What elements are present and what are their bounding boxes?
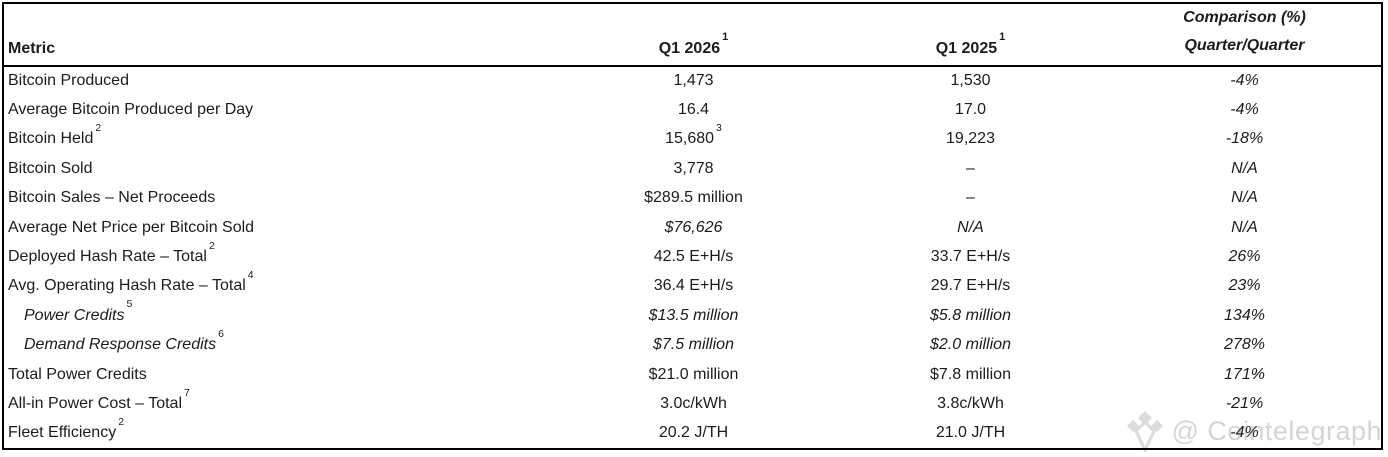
q1-2025-cell: 29.7 E+H/s (930, 277, 1011, 295)
table-header-row: Metric Q1 20261 Q1 20251 Comparison (%) … (4, 4, 1381, 67)
q1-2026-cell: $76,626 (664, 218, 723, 236)
comparison-cell: -4% (1230, 424, 1259, 442)
metric-cell: Avg. Operating Hash Rate – Total4 (8, 269, 254, 295)
q1-2026-cell: $21.0 million (648, 365, 739, 383)
header-comparison-line2: Quarter/Quarter (1184, 37, 1305, 54)
q1-2026-cell: 3,778 (673, 159, 714, 177)
header-comparison: Comparison (%) Quarter/Quarter (1108, 4, 1381, 67)
footnote-marker: 2 (118, 416, 125, 429)
comparison-cell: N/A (1231, 218, 1258, 236)
metric-cell: Fleet Efficiency2 (8, 416, 125, 442)
q1-2026-cell: 36.4 E+H/s (653, 277, 734, 295)
comparison-cell: 23% (1228, 277, 1261, 295)
metric-cell: Deployed Hash Rate – Total2 (8, 239, 215, 266)
table-row: Total Power Credits $21.0 million $7.8 m… (4, 360, 1381, 389)
q1-2026-cell: 3.0c/kWh (660, 394, 727, 412)
table-row: Bitcoin Sold 3,778 – N/A (4, 154, 1381, 183)
q1-2025-cell: 33.7 E+H/s (930, 248, 1011, 266)
table-row: Bitcoin Produced 1,473 1,530 -4% (4, 66, 1381, 95)
q1-2026-cell: 20.2 J/TH (658, 424, 729, 442)
comparison-cell: N/A (1231, 189, 1258, 207)
metric-cell: Total Power Credits (8, 365, 147, 383)
q1-2025-cell: 21.0 J/TH (935, 424, 1006, 442)
q1-2025-cell: N/A (957, 218, 984, 236)
q1-2026-cell: 42.5 E+H/s (653, 248, 734, 266)
header-comparison-line1: Comparison (%) (1183, 9, 1306, 26)
footnote-marker: 2 (95, 122, 102, 135)
comparison-cell: -21% (1225, 394, 1264, 412)
cointelegraph-logo-icon (1127, 411, 1164, 452)
header-q1-2025: Q1 20251 (833, 4, 1108, 67)
table-row: Avg. Operating Hash Rate – Total4 36.4 E… (4, 269, 1381, 301)
q1-2025-cell: 19,223 (946, 130, 995, 148)
q1-2026-cell: $7.5 million (653, 336, 734, 354)
metrics-table: Metric Q1 20261 Q1 20251 Comparison (%) … (2, 2, 1383, 450)
q1-2025-cell: $7.8 million (930, 365, 1011, 383)
q1-2025-cell: 1,530 (950, 72, 991, 90)
comparison-cell: -4% (1230, 101, 1259, 119)
table-row: Deployed Hash Rate – Total2 42.5 E+H/s 3… (4, 239, 1381, 271)
q1-2025-cell: – (966, 159, 975, 177)
table-row: Power Credits5 $13.5 million $5.8 millio… (4, 298, 1381, 330)
q1-2026-cell: $289.5 million (644, 189, 743, 207)
footnote-marker: 3 (716, 122, 722, 135)
footnote-marker: 1 (999, 30, 1006, 43)
metric-cell: All-in Power Cost – Total7 (8, 386, 190, 412)
metric-cell: Bitcoin Held2 (8, 122, 102, 148)
q1-2025-cell: – (966, 189, 975, 207)
metric-cell: Demand Response Credits6 (24, 327, 224, 354)
footnote-marker: 7 (184, 386, 190, 399)
comparison-cell: 278% (1224, 336, 1265, 354)
table-row: All-in Power Cost – Total7 3.0c/kWh 3.8c… (4, 386, 1381, 418)
table-row: Bitcoin Held2 15,6803 19,223 -18% (4, 122, 1381, 154)
metric-cell: Average Bitcoin Produced per Day (8, 101, 254, 119)
comparison-cell: 134% (1224, 306, 1265, 324)
metric-cell: Bitcoin Sales – Net Proceeds (8, 189, 216, 207)
q1-2026-cell: 1,473 (673, 72, 714, 90)
cointelegraph-watermark: @ Cointelegraph (1126, 410, 1382, 452)
footnote-marker: 4 (247, 269, 254, 282)
table-row: Average Net Price per Bitcoin Sold $76,6… (4, 213, 1381, 242)
table-row: Demand Response Credits6 $7.5 million $2… (4, 327, 1381, 360)
header-q1-2026: Q1 20261 (554, 4, 833, 67)
metric-cell: Bitcoin Sold (8, 159, 93, 177)
table-row: Average Bitcoin Produced per Day 16.4 17… (4, 95, 1381, 124)
q1-2026-cell: $13.5 million (648, 306, 739, 324)
q1-2025-cell: 3.8c/kWh (937, 394, 1004, 412)
metric-cell: Power Credits5 (24, 298, 133, 324)
comparison-cell: -4% (1230, 72, 1259, 90)
comparison-cell: 171% (1224, 365, 1265, 383)
footnote-marker: 1 (722, 30, 729, 43)
watermark-text: @ Cointelegraph (1171, 415, 1382, 446)
table-row: Fleet Efficiency2 20.2 J/TH 21.0 J/TH -4… (4, 416, 1381, 448)
q1-2026-cell: 15,6803 (665, 122, 722, 148)
footnote-marker: 5 (126, 298, 133, 311)
footnote-marker: 2 (208, 239, 215, 252)
footnote-marker: 6 (218, 327, 224, 340)
q1-2026-cell: 16.4 (677, 101, 710, 119)
metric-cell: Bitcoin Produced (8, 72, 129, 90)
q1-2025-cell: $5.8 million (930, 306, 1011, 324)
q1-2025-cell: 17.0 (954, 101, 987, 119)
q1-2025-cell: $2.0 million (930, 336, 1011, 354)
header-metric: Metric (4, 4, 554, 67)
comparison-cell: 26% (1228, 248, 1261, 266)
comparison-cell: N/A (1231, 159, 1258, 177)
table-row: Bitcoin Sales – Net Proceeds $289.5 mill… (4, 184, 1381, 213)
metric-cell: Average Net Price per Bitcoin Sold (8, 218, 255, 236)
comparison-cell: -18% (1225, 130, 1264, 148)
